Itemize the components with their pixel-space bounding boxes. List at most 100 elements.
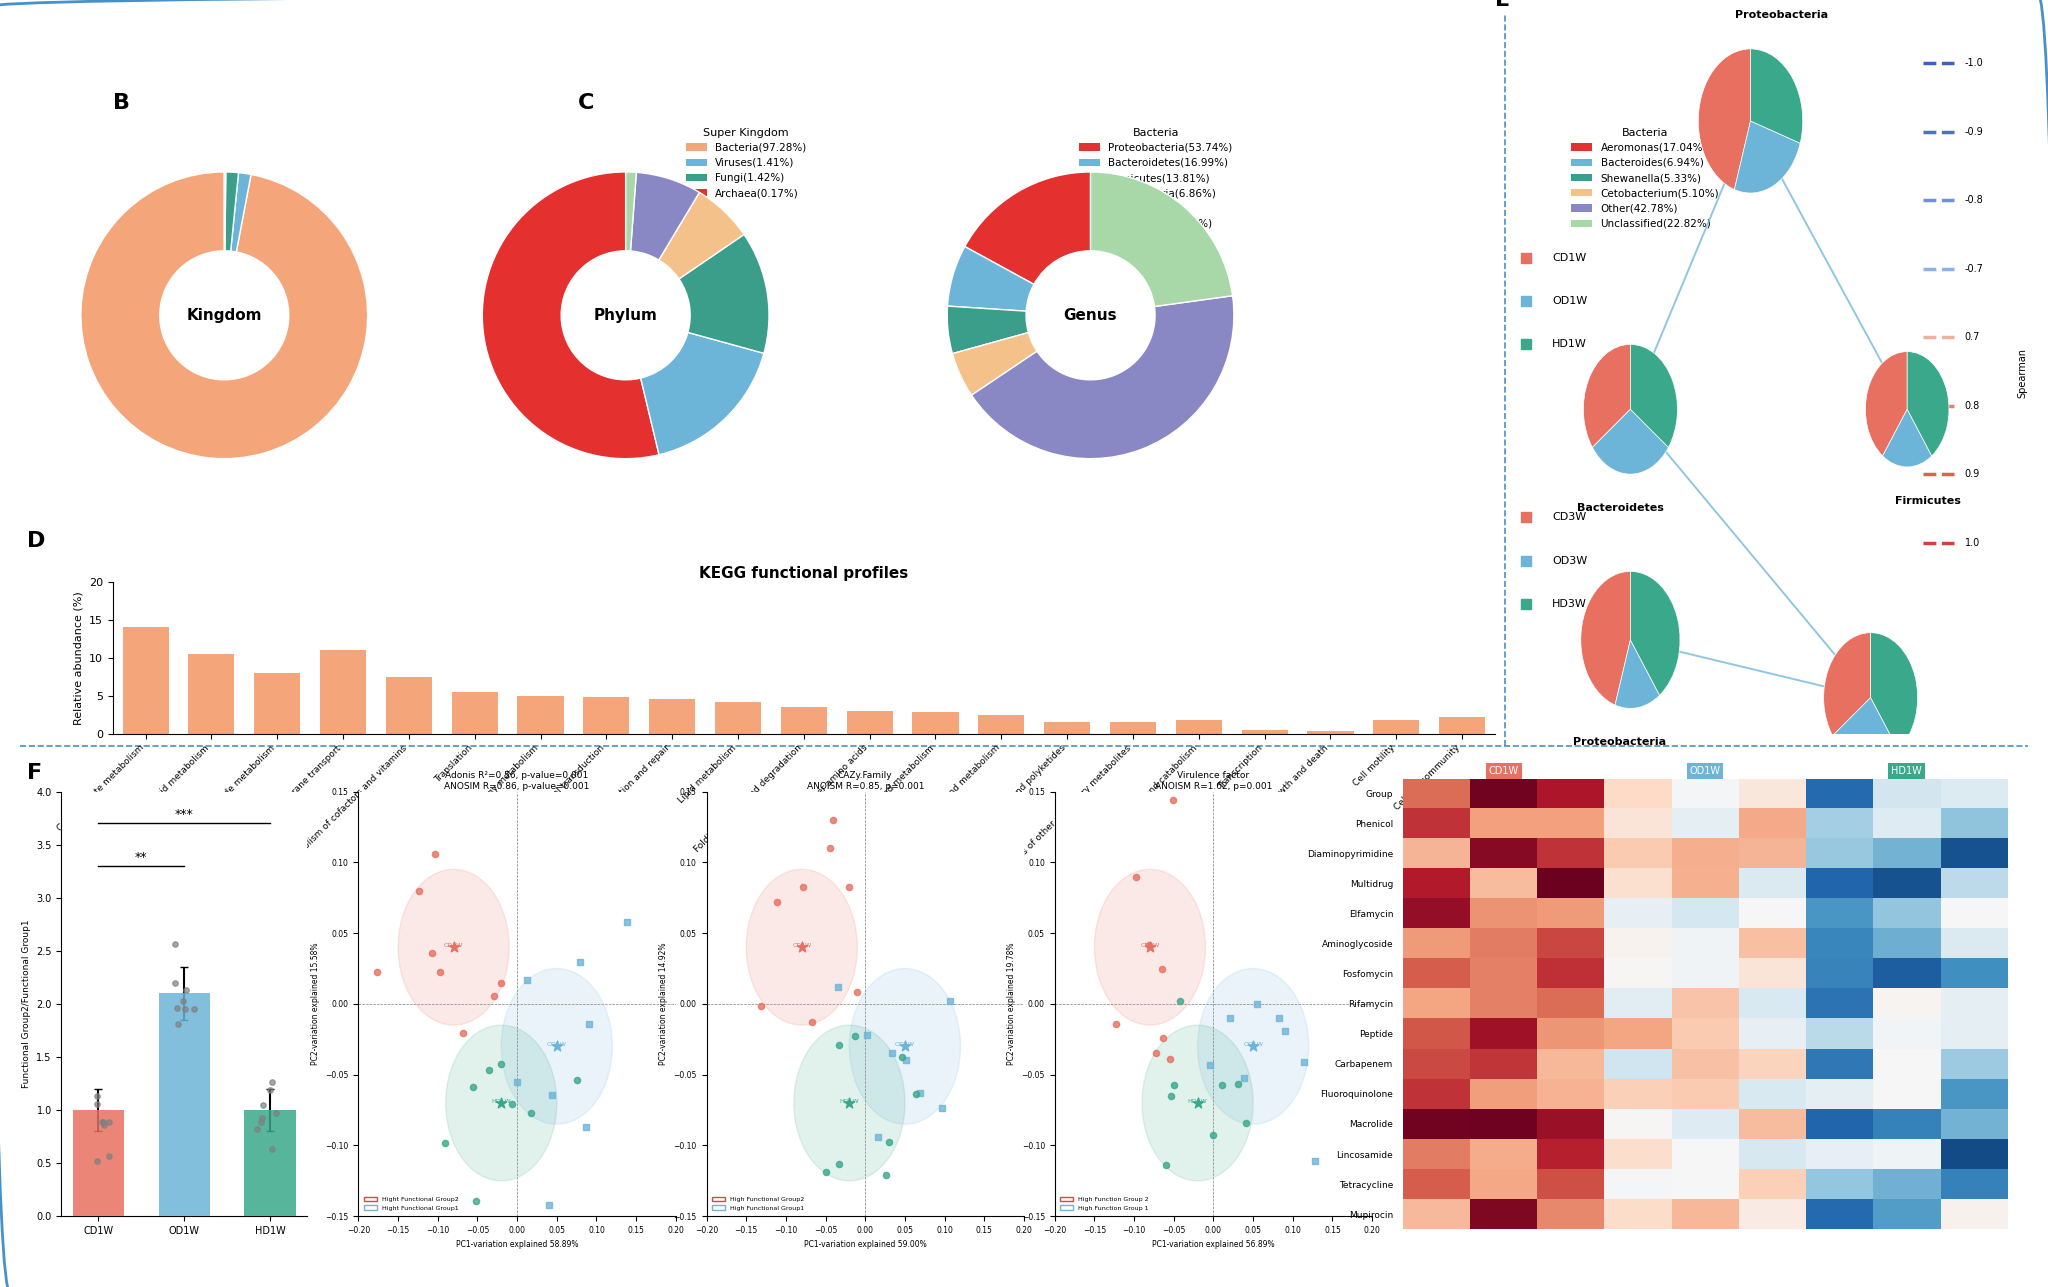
Point (1157, 790, 1190, 811)
Text: Proteobacteria: Proteobacteria (1735, 10, 1829, 21)
Point (158, 934, 190, 955)
Text: Spearman: Spearman (2017, 349, 2028, 398)
Point (809, 1161, 842, 1181)
Point (260, 1103, 293, 1124)
Point (934, 990, 967, 1010)
Point (862, 1127, 895, 1148)
Bar (1440, 717, 1485, 734)
Wedge shape (971, 296, 1233, 458)
Point (1270, 1021, 1303, 1041)
Point (166, 991, 199, 1012)
Ellipse shape (1094, 870, 1206, 1024)
Text: Kingdom: Kingdom (186, 308, 262, 323)
Point (903, 1084, 936, 1104)
Point (840, 1026, 872, 1046)
Text: Firmicutes: Firmicutes (1894, 495, 1962, 506)
Ellipse shape (397, 870, 510, 1024)
Y-axis label: PC2-variation explained 15.58%: PC2-variation explained 15.58% (311, 942, 319, 1066)
Wedge shape (1735, 121, 1800, 193)
Point (88, 1115, 121, 1135)
Point (834, 1093, 866, 1113)
Point (403, 880, 436, 901)
Wedge shape (1581, 571, 1630, 705)
Point (877, 1044, 909, 1064)
Point (889, 1036, 922, 1057)
Point (1262, 1008, 1294, 1028)
Ellipse shape (745, 870, 858, 1024)
Wedge shape (1823, 633, 1870, 736)
Point (428, 1133, 461, 1153)
Point (500, 1072, 532, 1093)
Point (872, 1131, 905, 1152)
X-axis label: PC1-variation explained 58.89%: PC1-variation explained 58.89% (457, 1241, 578, 1250)
Point (823, 1035, 856, 1055)
Text: CD1W: CD1W (444, 943, 463, 949)
Text: C: C (578, 93, 594, 113)
Point (1229, 1113, 1262, 1134)
Point (1196, 1125, 1229, 1145)
Bar (1374, 719, 1419, 734)
Text: OD1W: OD1W (1243, 1042, 1264, 1048)
Point (168, 999, 201, 1019)
Wedge shape (1833, 698, 1898, 762)
Bar (123, 627, 168, 734)
Legend: Proteobacteria(53.74%), Bacteroidetes(16.99%), Firmicutes(13.81%), Fusobacteria(: Proteobacteria(53.74%), Bacteroidetes(16… (1075, 124, 1237, 233)
Point (885, 1046, 918, 1067)
Point (899, 1084, 932, 1104)
Bar (1110, 722, 1155, 734)
Point (158, 973, 190, 994)
Point (360, 961, 393, 982)
Text: Proteobacteria: Proteobacteria (1573, 737, 1667, 748)
Point (162, 1013, 195, 1033)
Wedge shape (1751, 49, 1802, 143)
Point (891, 1049, 924, 1069)
Bar (913, 712, 958, 734)
Point (1163, 991, 1196, 1012)
Point (1212, 1008, 1245, 1028)
Wedge shape (1583, 345, 1630, 448)
Ellipse shape (850, 968, 961, 1125)
Y-axis label: PC2-variation explained 14.92%: PC2-variation explained 14.92% (659, 942, 668, 1066)
Wedge shape (1907, 351, 1950, 456)
Text: HD3W: HD3W (1552, 598, 1587, 609)
Point (1157, 1075, 1190, 1095)
Wedge shape (948, 306, 1028, 354)
Point (1133, 934, 1165, 955)
Text: Bacteroidetes: Bacteroidetes (1577, 503, 1663, 514)
Text: B: B (113, 93, 131, 113)
Legend: Bacteria(97.28%), Viruses(1.41%), Fungi(1.42%), Archaea(0.17%): Bacteria(97.28%), Viruses(1.41%), Fungi(… (682, 124, 811, 202)
Legend: High Function Group 2, High Function Group 1: High Function Group 2, High Function Gro… (1059, 1194, 1151, 1214)
Point (1135, 937, 1167, 958)
Bar (1307, 731, 1354, 734)
Point (82, 1085, 115, 1106)
Bar (319, 650, 367, 734)
Text: -0.9: -0.9 (1964, 127, 1982, 136)
Text: OD1W: OD1W (547, 1042, 567, 1048)
Wedge shape (952, 332, 1036, 395)
Point (870, 1165, 903, 1185)
Point (610, 912, 643, 933)
Wedge shape (1866, 351, 1907, 456)
Point (420, 843, 453, 864)
Text: **: ** (135, 851, 147, 864)
Point (496, 1094, 528, 1115)
Ellipse shape (1143, 1024, 1253, 1181)
Point (1298, 1151, 1331, 1171)
Point (1100, 1014, 1133, 1035)
Text: Phylum: Phylum (594, 308, 657, 323)
Point (1194, 1055, 1227, 1076)
Point (1155, 1085, 1188, 1106)
Point (254, 1080, 287, 1100)
Point (1221, 1073, 1253, 1094)
Title: Virulence factor
ANOISM R=1.62, p=0.001: Virulence factor ANOISM R=1.62, p=0.001 (1155, 771, 1272, 790)
Bar (584, 698, 629, 734)
Point (436, 937, 469, 958)
Text: 0.7: 0.7 (1964, 332, 1980, 342)
Bar (649, 699, 694, 734)
Point (459, 1190, 492, 1211)
Point (561, 1069, 594, 1090)
Text: HD1W: HD1W (492, 1099, 512, 1104)
Bar (254, 673, 301, 734)
Wedge shape (627, 172, 637, 251)
Text: -0.8: -0.8 (1964, 196, 1982, 205)
